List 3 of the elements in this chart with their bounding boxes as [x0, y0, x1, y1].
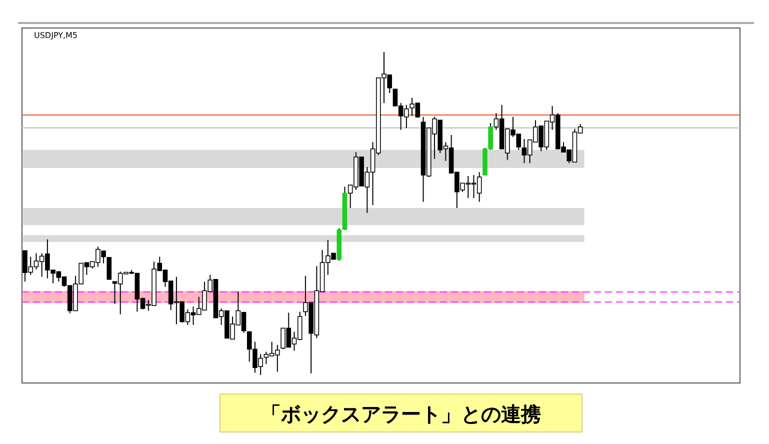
candlestick [106, 257, 112, 280]
text: USDJPY,M5 [34, 31, 78, 40]
text: 「ボックスアラート」との連携 [261, 402, 541, 426]
